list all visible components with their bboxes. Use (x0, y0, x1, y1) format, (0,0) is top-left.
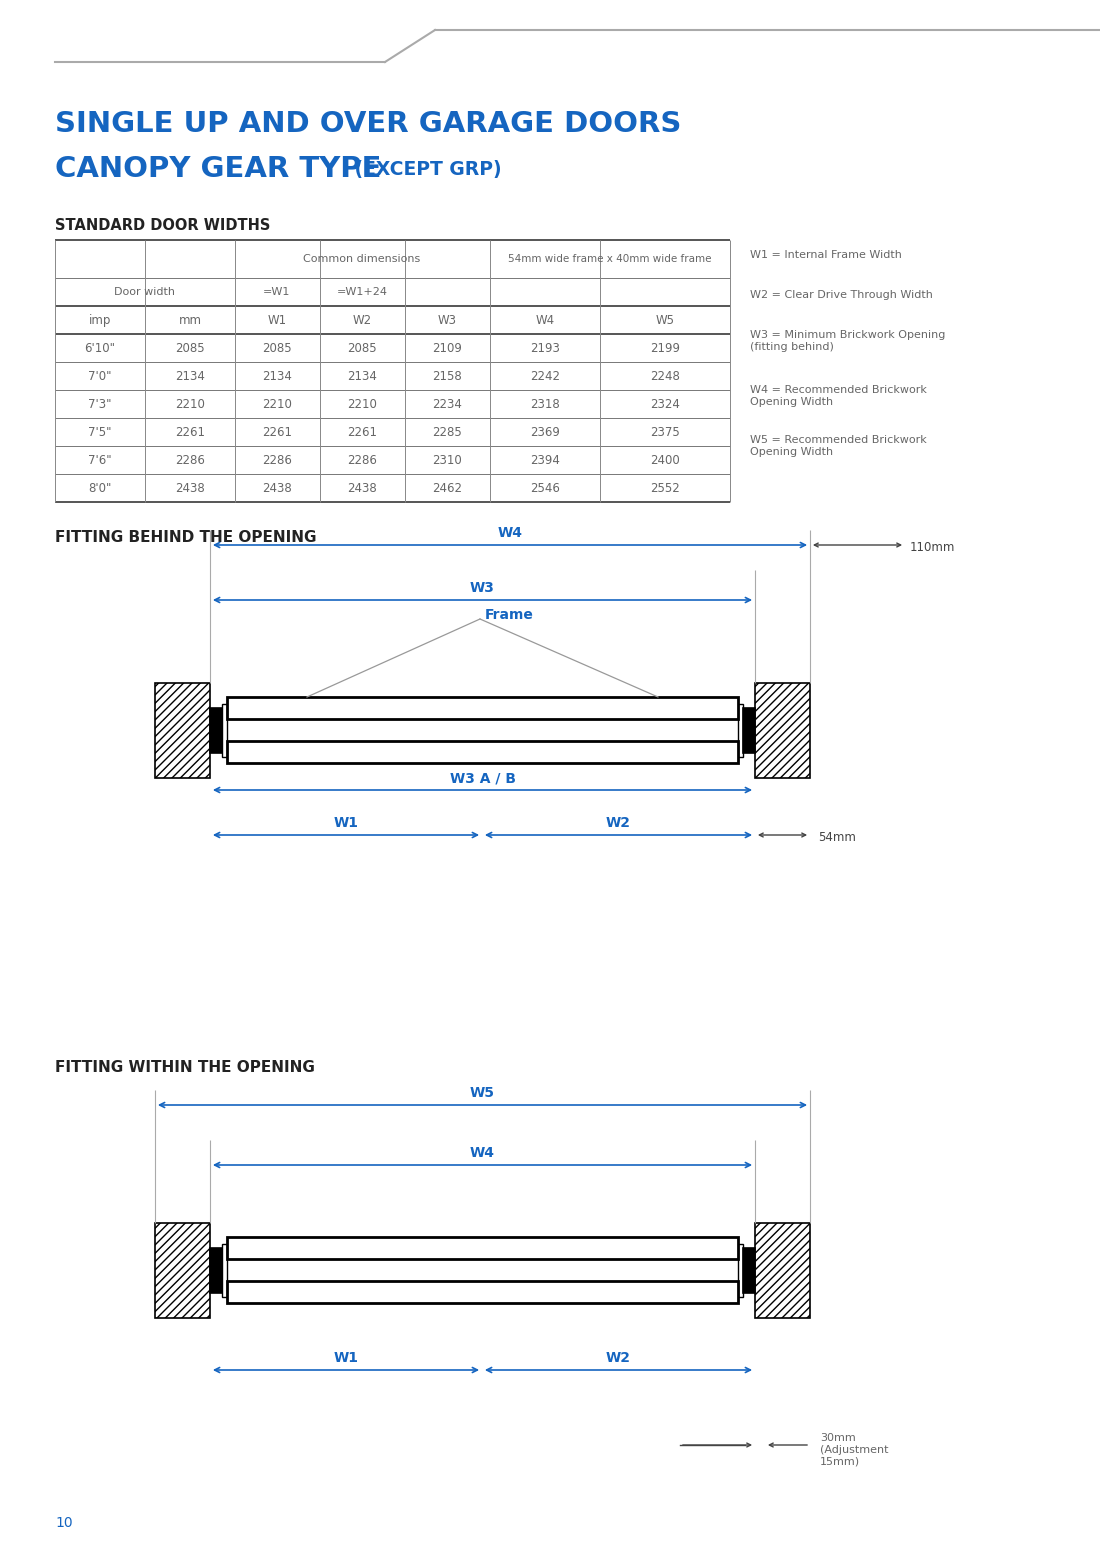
Text: STANDARD DOOR WIDTHS: STANDARD DOOR WIDTHS (55, 218, 271, 233)
Text: W5: W5 (470, 1086, 495, 1100)
Text: Common dimensions: Common dimensions (304, 254, 420, 265)
Text: 2210: 2210 (175, 397, 205, 411)
Text: 2261: 2261 (175, 425, 205, 439)
Text: 2261: 2261 (346, 425, 377, 439)
Text: 2286: 2286 (348, 453, 377, 467)
Bar (227, 741, 738, 762)
Bar (155, 683, 210, 778)
Text: 7'5": 7'5" (88, 425, 112, 439)
Text: 2109: 2109 (432, 341, 462, 355)
Text: 2210: 2210 (348, 397, 377, 411)
Text: Frame: Frame (485, 608, 534, 622)
Bar (742, 708, 755, 753)
Text: imp: imp (89, 313, 111, 327)
Text: W1: W1 (333, 815, 359, 829)
Text: 30mm
(Adjustment
15mm): 30mm (Adjustment 15mm) (820, 1433, 889, 1466)
Text: 2134: 2134 (262, 369, 292, 383)
Text: 2552: 2552 (650, 481, 680, 495)
Text: 2085: 2085 (262, 341, 292, 355)
Text: mm: mm (178, 313, 201, 327)
Text: W5: W5 (656, 313, 674, 327)
Text: 2158: 2158 (432, 369, 462, 383)
Text: W4 = Recommended Brickwork
Opening Width: W4 = Recommended Brickwork Opening Width (750, 384, 927, 406)
Text: 2199: 2199 (650, 341, 680, 355)
Bar (738, 703, 742, 758)
Text: 2193: 2193 (530, 341, 560, 355)
Text: 2375: 2375 (650, 425, 680, 439)
Bar (222, 703, 227, 758)
Text: 8'0": 8'0" (88, 481, 112, 495)
Text: 2546: 2546 (530, 481, 560, 495)
Text: 2210: 2210 (262, 397, 292, 411)
Bar (755, 683, 810, 778)
Text: 2085: 2085 (175, 341, 205, 355)
Text: W2 = Clear Drive Through Width: W2 = Clear Drive Through Width (750, 289, 933, 300)
Text: FITTING WITHIN THE OPENING: FITTING WITHIN THE OPENING (55, 1060, 315, 1075)
Text: 2242: 2242 (530, 369, 560, 383)
Text: SINGLE UP AND OVER GARAGE DOORS: SINGLE UP AND OVER GARAGE DOORS (55, 110, 681, 138)
Text: 2369: 2369 (530, 425, 560, 439)
Text: W2: W2 (606, 815, 631, 829)
Text: W4: W4 (470, 1147, 495, 1161)
Text: 54mm: 54mm (818, 831, 856, 843)
Text: 54mm wide frame x 40mm wide frame: 54mm wide frame x 40mm wide frame (508, 254, 712, 265)
Text: 2261: 2261 (262, 425, 292, 439)
Text: =W1+24: =W1+24 (337, 286, 387, 297)
Text: 2324: 2324 (650, 397, 680, 411)
Text: 10: 10 (55, 1516, 73, 1530)
Bar (227, 697, 738, 719)
Text: W1: W1 (267, 313, 287, 327)
Text: W1 = Internal Frame Width: W1 = Internal Frame Width (750, 251, 902, 260)
Text: Door width: Door width (114, 286, 176, 297)
Bar (738, 1243, 742, 1298)
Text: 2394: 2394 (530, 453, 560, 467)
Text: 2285: 2285 (432, 425, 462, 439)
Text: W3 A / B: W3 A / B (450, 772, 516, 784)
Text: 2134: 2134 (175, 369, 205, 383)
Bar (210, 708, 222, 753)
Text: W2: W2 (352, 313, 372, 327)
Text: FITTING BEHIND THE OPENING: FITTING BEHIND THE OPENING (55, 531, 317, 545)
Bar (227, 1281, 738, 1302)
Text: 7'3": 7'3" (88, 397, 112, 411)
Text: 2462: 2462 (432, 481, 462, 495)
Text: (EXCEPT GRP): (EXCEPT GRP) (348, 160, 502, 179)
Text: 2286: 2286 (175, 453, 205, 467)
Text: W4: W4 (497, 526, 522, 540)
Text: W1: W1 (333, 1351, 359, 1365)
Text: 2085: 2085 (348, 341, 377, 355)
Text: 2318: 2318 (530, 397, 560, 411)
Text: 2234: 2234 (432, 397, 462, 411)
Text: W2: W2 (606, 1351, 631, 1365)
Text: 2248: 2248 (650, 369, 680, 383)
Text: W4: W4 (536, 313, 554, 327)
Bar (155, 1223, 210, 1318)
Bar (222, 1243, 227, 1298)
Text: 6'10": 6'10" (85, 341, 116, 355)
Text: 2310: 2310 (432, 453, 462, 467)
Text: 2286: 2286 (262, 453, 292, 467)
Bar (755, 1223, 810, 1318)
Bar (210, 1248, 222, 1293)
Text: W3: W3 (438, 313, 456, 327)
Bar (742, 1248, 755, 1293)
Text: =W1: =W1 (263, 286, 290, 297)
Text: 2134: 2134 (348, 369, 377, 383)
Text: W3 = Minimum Brickwork Opening
(fitting behind): W3 = Minimum Brickwork Opening (fitting … (750, 330, 945, 352)
Text: 2438: 2438 (348, 481, 377, 495)
Text: 2438: 2438 (175, 481, 205, 495)
Text: 7'6": 7'6" (88, 453, 112, 467)
Bar (227, 1237, 738, 1259)
Text: 2438: 2438 (262, 481, 292, 495)
Text: 2400: 2400 (650, 453, 680, 467)
Text: W3: W3 (470, 580, 495, 594)
Text: CANOPY GEAR TYPE: CANOPY GEAR TYPE (55, 156, 382, 184)
Text: 110mm: 110mm (910, 540, 956, 554)
Text: W5 = Recommended Brickwork
Opening Width: W5 = Recommended Brickwork Opening Width (750, 436, 926, 456)
Text: 7'0": 7'0" (88, 369, 112, 383)
